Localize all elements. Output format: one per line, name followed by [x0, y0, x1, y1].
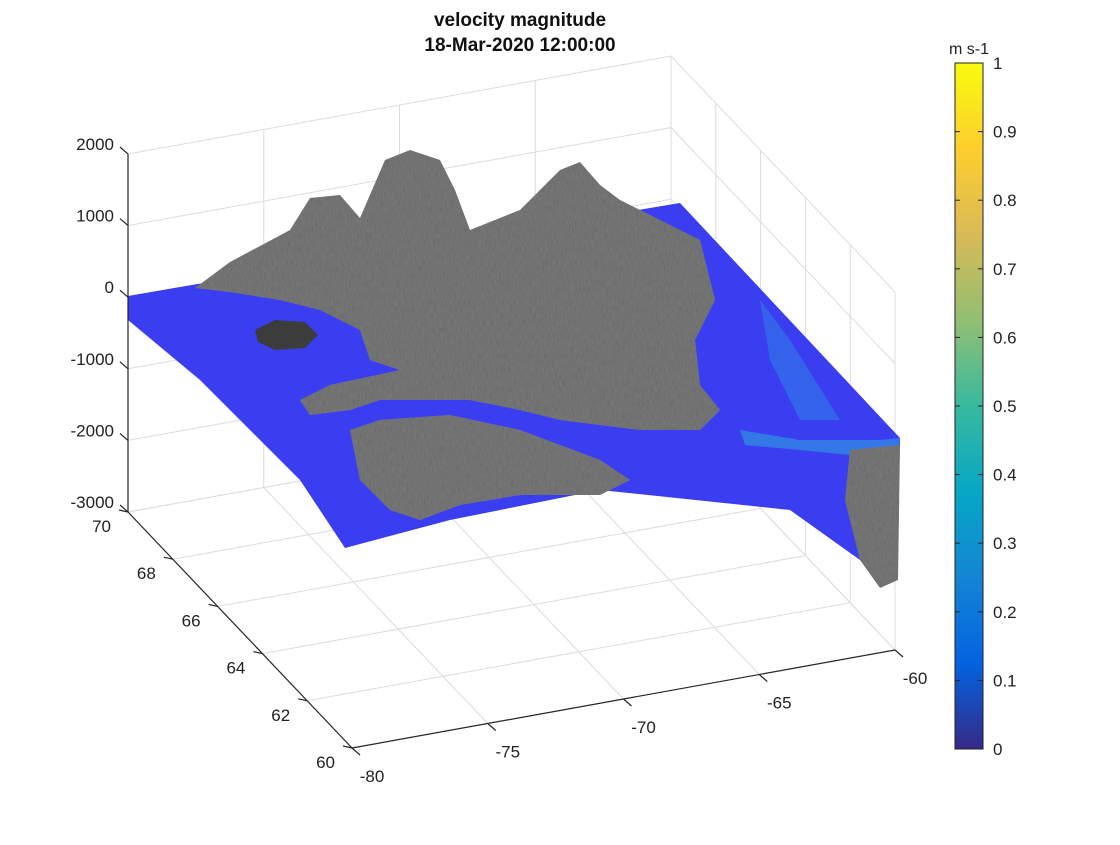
ocean-fast-current-east: [760, 300, 840, 420]
y-tick: [208, 603, 218, 607]
colorbar-tick-label: 0.7: [993, 260, 1017, 279]
colorbar-tick-label: 0.8: [993, 191, 1017, 210]
colorbar-ticks: 1 0.9 0.8 0.7 0.6 0.5 0.4 0.3 0.2 0.1 0: [955, 54, 1017, 759]
x-tick: [487, 723, 497, 731]
z-tick: [119, 218, 129, 227]
colorbar-tick-label: 0: [993, 740, 1002, 759]
y-tick: [298, 698, 308, 702]
z-tick: [119, 361, 129, 370]
surface: [128, 150, 900, 588]
z-tick-label: -3000: [71, 493, 114, 512]
y-tick-label: 60: [316, 753, 335, 772]
y-tick: [342, 745, 353, 749]
x-tick: [351, 747, 361, 756]
colorbar-tick-label: 0.1: [993, 671, 1017, 690]
y-tick-label: 64: [226, 659, 245, 678]
y-tick: [118, 509, 129, 513]
z-tick-label: 1000: [76, 207, 114, 226]
z-tick-label: -1000: [71, 350, 114, 369]
x-tick-label: -80: [360, 767, 385, 786]
land-island: [255, 320, 318, 350]
y-tick-label: 68: [137, 564, 156, 583]
z-tick: [119, 289, 129, 298]
y-tick-label: 62: [271, 706, 290, 725]
x-tick: [758, 674, 768, 682]
colorbar-tick-label: 0.5: [993, 397, 1017, 416]
chart-title: velocity magnitude: [433, 10, 607, 31]
land-edge-cliff: [845, 445, 900, 588]
y-tick: [163, 556, 173, 560]
y-tick-label: 70: [92, 517, 111, 536]
z-tick: [119, 432, 129, 441]
x-tick-label: -60: [903, 669, 928, 688]
grid-line: [217, 507, 761, 607]
land-terrain: [195, 150, 720, 430]
grid-line: [307, 602, 851, 702]
colorbar-tick-label: 0.9: [993, 123, 1017, 142]
colorbar-tick-label: 0.6: [993, 328, 1017, 347]
x-tick-label: -65: [767, 694, 792, 713]
chart-subtitle: 18-Mar-2020 12:00:00: [424, 35, 616, 56]
z-tick-label: 0: [105, 278, 114, 297]
colorbar-tick-label: 1: [993, 54, 1002, 73]
z-tick: [119, 504, 129, 513]
colorbar: m s-1 1 0.9 0.8 0.7 0.6 0.5 0.4 0.3 0.2 0.1 0: [949, 41, 1017, 759]
z-tick-label: -2000: [71, 421, 114, 440]
z-tick-label: 2000: [76, 135, 114, 154]
grid-line: [262, 555, 806, 655]
colorbar-tick-label: 0.4: [993, 466, 1017, 485]
y-tick: [253, 651, 263, 655]
colorbar-tick-label: 0.2: [993, 603, 1017, 622]
colorbar-tick-label: 0.3: [993, 534, 1017, 553]
colorbar-label: m s-1: [949, 41, 989, 58]
x-tick: [894, 649, 904, 658]
z-tick: [119, 146, 129, 155]
x-tick-label: -75: [495, 743, 520, 762]
grid-line: [263, 487, 489, 724]
y-axis: [127, 511, 353, 749]
y-tick-label: 66: [182, 611, 201, 630]
x-tick: [623, 698, 632, 707]
x-tick-label: -70: [631, 718, 656, 737]
tick-labels: -80 -75 -70 -65 -60 60 62 64 66 68 70 2000 1000 0 -100…: [71, 135, 928, 786]
land-terrain-south: [350, 415, 630, 520]
